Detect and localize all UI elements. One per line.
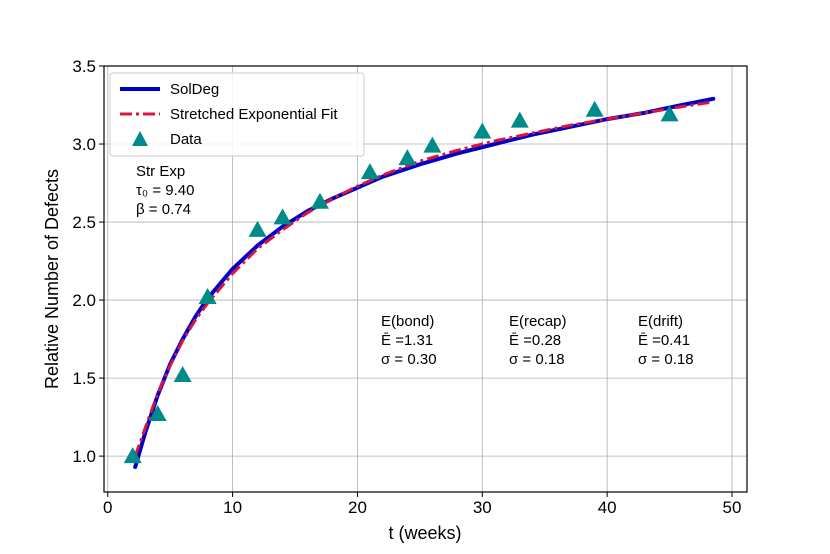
data-point (198, 287, 217, 304)
annotation-line: Str Exp (136, 163, 185, 180)
data-point (310, 192, 329, 209)
data-point (273, 208, 292, 225)
annotation-line: Ē =0.41 (638, 332, 690, 349)
data-point (360, 163, 379, 180)
legend-box (109, 72, 365, 157)
y-tick-label: 2.5 (72, 213, 96, 232)
annotation-recap: E(recap) Ē =0.28 σ = 0.18 (509, 313, 567, 368)
data-point (248, 220, 267, 237)
annotation-line: Ē =0.28 (509, 332, 561, 349)
y-axis-label: Relative Number of Defects (42, 169, 62, 389)
x-tick-label: 20 (348, 498, 367, 517)
data-point (585, 100, 604, 117)
x-tick-label: 0 (103, 498, 112, 517)
annotation-drift: E(drift) Ē =0.41 σ = 0.18 (638, 313, 694, 368)
legend-marker-data (132, 131, 148, 146)
x-tick-label: 50 (723, 498, 742, 517)
annotation-line: τ₀ = 9.40 (136, 182, 194, 199)
annotation-line: σ = 0.18 (638, 351, 694, 368)
stretched-fit-line (133, 100, 714, 457)
y-tick-label: 1.5 (72, 369, 96, 388)
annotation-line: E(bond) (381, 313, 434, 330)
data-point (473, 122, 492, 139)
annotation-str-exp: Str Exp τ₀ = 9.40 β = 0.74 (136, 163, 194, 218)
x-axis-label: t (weeks) (388, 523, 461, 543)
data-point (398, 149, 417, 166)
annotation-line: σ = 0.18 (509, 351, 565, 368)
y-tick-label: 1.0 (72, 447, 96, 466)
data-point (510, 111, 529, 128)
legend: SolDeg Stretched Exponential Fit Data (109, 72, 365, 157)
x-tick-label: 10 (223, 498, 242, 517)
legend-label-soldeg: SolDeg (170, 81, 219, 98)
annotation-line: β = 0.74 (136, 201, 191, 218)
ticks: 0 10 20 30 40 50 1.0 1.5 2.0 2.5 3.0 3.5 (72, 57, 741, 517)
data-point (423, 136, 442, 153)
x-tick-label: 40 (598, 498, 617, 517)
annotation-line: E(drift) (638, 313, 683, 330)
annotation-line: Ē =1.31 (381, 332, 433, 349)
y-tick-label: 3.0 (72, 135, 96, 154)
data-point (173, 365, 192, 382)
data-point (123, 447, 142, 464)
annotation-line: E(recap) (509, 313, 567, 330)
annotation-line: σ = 0.30 (381, 351, 437, 368)
annotation-bond: E(bond) Ē =1.31 σ = 0.30 (381, 313, 437, 368)
plot-frame (103, 65, 748, 493)
data-point (660, 105, 679, 122)
data-point (148, 404, 167, 421)
x-tick-label: 30 (473, 498, 492, 517)
y-tick-label: 3.5 (72, 57, 96, 76)
y-tick-label: 2.0 (72, 291, 96, 310)
series-layer (123, 96, 716, 469)
annotations: Str Exp τ₀ = 9.40 β = 0.74 E(bond) Ē =1.31 σ … (136, 163, 694, 368)
legend-label-stretched-fit: Stretched Exponential Fit (170, 106, 338, 123)
legend-label-data: Data (170, 131, 202, 148)
